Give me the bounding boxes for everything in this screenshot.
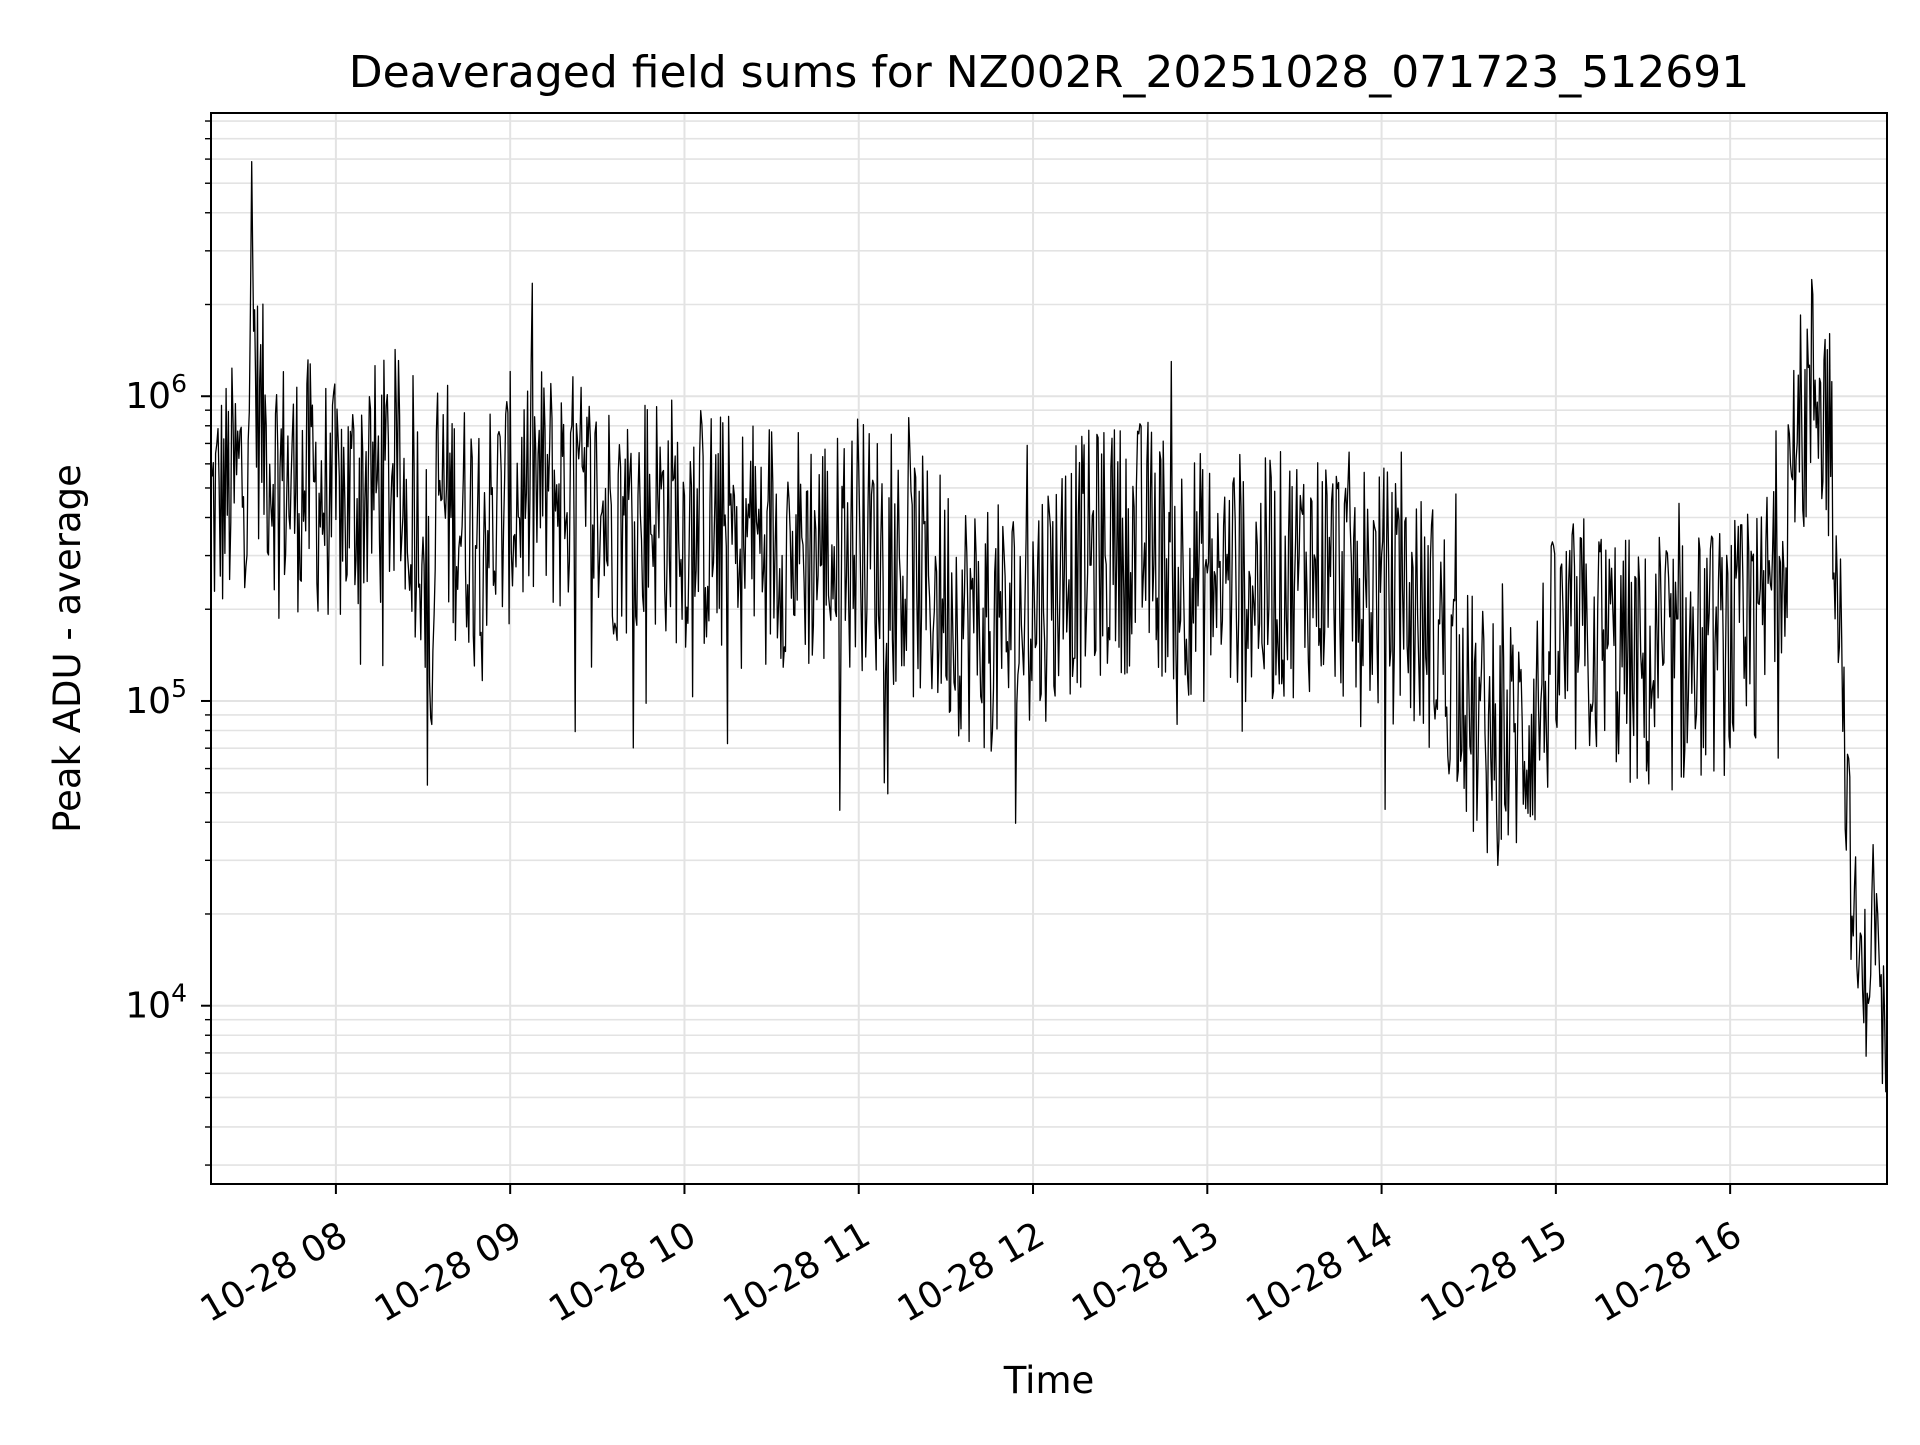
y-tick-label: 106 xyxy=(125,369,187,417)
series-line-peak-adu xyxy=(210,161,1888,1093)
x-axis-label: Time xyxy=(1003,1359,1095,1402)
plot-frame xyxy=(210,112,1888,1185)
y-axis-label: Peak ADU - average xyxy=(46,464,89,833)
chart-title: Deaveraged field sums for NZ002R_2025102… xyxy=(349,47,1749,98)
y-tick-label: 105 xyxy=(125,674,187,722)
y-tick-label: 104 xyxy=(125,979,187,1027)
grid-lines xyxy=(211,113,1887,1184)
